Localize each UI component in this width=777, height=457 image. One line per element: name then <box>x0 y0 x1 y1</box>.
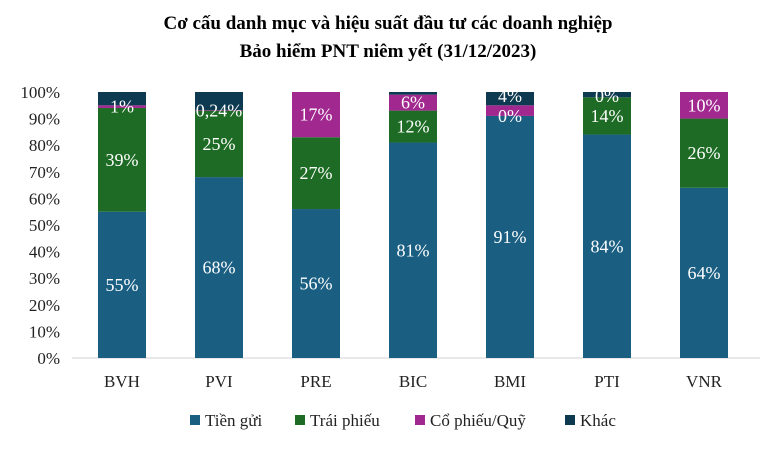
x-tick-label: BMI <box>494 372 526 391</box>
y-tick-label: 50% <box>29 216 60 235</box>
data-label: 25% <box>203 134 236 154</box>
data-label: 56% <box>300 274 333 294</box>
data-label: 12% <box>397 117 430 137</box>
data-label: 84% <box>591 236 624 256</box>
data-label: 64% <box>688 263 721 283</box>
bar-segment <box>486 92 534 106</box>
bar-segment <box>98 107 146 212</box>
y-tick-label: 0% <box>37 349 60 368</box>
bar-segment <box>680 92 728 119</box>
legend-label: Tiền gửi <box>205 411 263 430</box>
legend-swatch <box>565 415 575 425</box>
bar-segment <box>98 92 146 106</box>
chart-title-line-2: Bảo hiểm PNT niêm yết (31/12/2023) <box>240 41 537 62</box>
bar-segment <box>389 110 437 143</box>
data-label: 55% <box>106 275 139 295</box>
x-tick-label: PRE <box>300 372 331 391</box>
bar-segment <box>195 177 243 358</box>
bar-segment <box>583 97 631 135</box>
data-label: 0,24% <box>196 100 243 120</box>
data-label: 14% <box>591 106 624 126</box>
bar-segment <box>680 118 728 188</box>
data-label: 39% <box>106 150 139 170</box>
y-tick-label: 20% <box>29 296 60 315</box>
data-label: 81% <box>397 240 430 260</box>
legend-label: Trái phiếu <box>310 411 380 430</box>
bar-segment <box>195 92 243 110</box>
legend-swatch <box>415 415 425 425</box>
y-tick-label: 60% <box>29 189 60 208</box>
x-tick-label: PVI <box>205 372 233 391</box>
bar-segment <box>98 211 146 358</box>
chart-title-line-1: Cơ cấu danh mục và hiệu suất đầu tư các … <box>164 13 613 34</box>
data-label: 6% <box>401 93 425 113</box>
data-label: 0% <box>595 86 619 106</box>
legend-swatch <box>295 415 305 425</box>
x-tick-label: BIC <box>399 372 427 391</box>
data-label: 0% <box>498 106 522 126</box>
data-label: 68% <box>203 258 236 278</box>
data-label: 17% <box>300 105 333 125</box>
data-label: 10% <box>688 95 721 115</box>
bar-segment <box>486 105 534 116</box>
x-tick-label: VNR <box>686 372 723 391</box>
x-tick-label: BVH <box>104 372 140 391</box>
x-tick-label: PTI <box>594 372 620 391</box>
legend-label: Cổ phiếu/Quỹ <box>430 411 526 430</box>
bar-segment <box>292 92 340 138</box>
legend-label: Khác <box>580 411 616 430</box>
y-tick-label: 30% <box>29 269 60 288</box>
bar-segment <box>486 115 534 358</box>
data-label: 27% <box>300 163 333 183</box>
bar-segment <box>680 187 728 358</box>
legend-swatch <box>190 415 200 425</box>
data-label: 1% <box>110 97 134 117</box>
bar-segment <box>583 134 631 358</box>
bar-segment <box>292 137 340 210</box>
bar-segment <box>195 110 243 178</box>
data-label: 91% <box>494 227 527 247</box>
data-label: 26% <box>688 143 721 163</box>
y-tick-label: 40% <box>29 243 60 262</box>
data-label: 4% <box>498 86 522 106</box>
bar-segment <box>389 142 437 358</box>
bar-segment <box>292 209 340 358</box>
y-tick-label: 90% <box>29 110 60 129</box>
bar-segment <box>195 109 243 111</box>
y-tick-label: 10% <box>29 322 60 341</box>
y-tick-label: 70% <box>29 163 60 182</box>
bar-segment <box>583 92 631 98</box>
y-tick-label: 100% <box>20 83 60 102</box>
bar-segment <box>98 105 146 108</box>
bar-segment <box>389 94 437 111</box>
bar-segment <box>389 92 437 95</box>
y-tick-label: 80% <box>29 136 60 155</box>
